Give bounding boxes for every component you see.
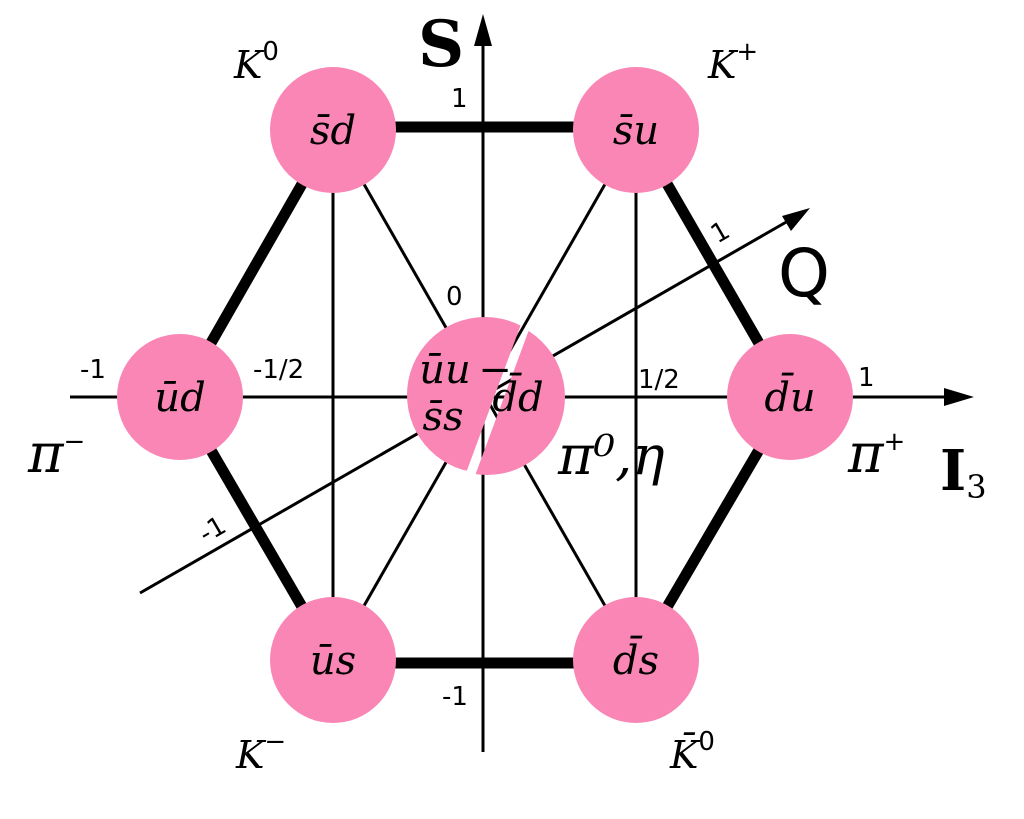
q-axis-label: Q	[778, 235, 830, 312]
name-k0bar: K̄0	[669, 727, 715, 777]
quarks-center-minus: −	[478, 347, 512, 393]
name-kplus-base: K	[707, 43, 739, 87]
quarks-center-uu: ūu	[419, 347, 471, 393]
quarks-kminus: ūs	[310, 638, 356, 684]
quarks-k0bar: d̄s	[613, 635, 659, 684]
i3-tick-1: 1	[858, 363, 875, 393]
quarks-center-ss: s̄s	[422, 394, 463, 440]
meson-kminus	[270, 597, 396, 723]
meson-kplus	[573, 67, 699, 193]
name-k0: K0	[233, 37, 279, 87]
q-axis-arrowhead	[782, 208, 810, 231]
name-k0-base: K	[233, 43, 265, 87]
name-piplus-sup: +	[884, 427, 906, 457]
s-axis-label: S	[418, 7, 464, 82]
meson-k0bar	[573, 597, 699, 723]
quarks-piplus: d̄u	[764, 372, 815, 421]
quarks-center-dd: d̄d	[492, 372, 543, 421]
meson-piminus	[117, 334, 243, 460]
i3-axis-arrowhead	[944, 388, 974, 406]
name-kminus-base: K	[235, 733, 267, 777]
name-k0bar-sup: 0	[698, 727, 715, 757]
i3-tick-minus-half: -1/2	[253, 355, 304, 385]
name-piminus-sup: −	[64, 427, 86, 457]
quarks-k0: s̄d	[310, 108, 356, 154]
name-k0-sup: 0	[262, 37, 279, 67]
name-piplus: π+	[847, 422, 905, 485]
meson-k0	[270, 67, 396, 193]
s-tick-1: 1	[451, 84, 468, 114]
name-piminus: π−	[27, 422, 85, 485]
name-kminus: K−	[235, 727, 286, 777]
name-center: π⁰,η	[557, 424, 665, 487]
name-piminus-base: π	[27, 422, 65, 485]
name-kminus-sup: −	[264, 727, 286, 757]
name-kplus: K+	[707, 37, 758, 87]
i3-tick-half: 1/2	[638, 365, 680, 395]
quarks-kplus: s̄u	[613, 108, 659, 154]
name-kplus-sup: +	[736, 37, 758, 67]
quarks-piminus: ūd	[154, 375, 205, 421]
i3-tick-minus-1: -1	[80, 355, 106, 385]
meson-piplus	[727, 334, 853, 460]
s-tick-0: 0	[446, 282, 463, 312]
s-axis-arrowhead	[474, 14, 492, 46]
i3-axis-label: I3	[940, 438, 987, 506]
i3-axis-subscript: 3	[966, 468, 986, 506]
s-tick-minus-1: -1	[442, 682, 468, 712]
q-tick-1: 1	[706, 216, 735, 250]
i3-axis-letter: I	[940, 438, 966, 504]
name-k0bar-base: K̄	[669, 733, 701, 777]
name-piplus-base: π	[847, 422, 885, 485]
